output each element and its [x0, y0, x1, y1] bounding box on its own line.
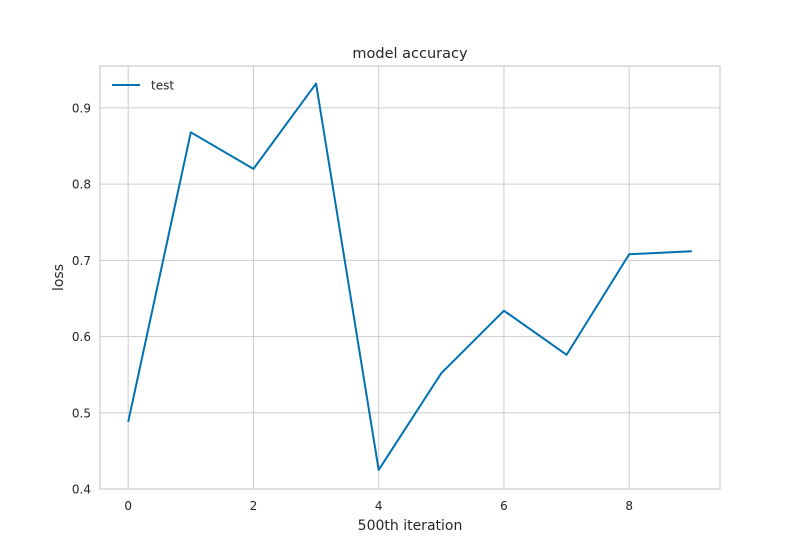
y-axis-label: loss [51, 264, 67, 291]
legend: test [112, 79, 174, 93]
plot-frame [99, 65, 721, 490]
legend-label-test: test [151, 79, 174, 93]
tick-labels: 0 2 4 6 8 0.4 0.5 0.6 0.7 0.8 0.9 [72, 101, 633, 513]
y-tick-label: 0.7 [72, 254, 91, 268]
grid [100, 66, 720, 490]
chart-title: model accuracy [352, 46, 468, 62]
y-tick-label: 0.4 [72, 483, 91, 497]
y-tick-label: 0.8 [72, 178, 91, 192]
x-tick-label: 6 [500, 499, 508, 513]
x-tick-label: 4 [375, 499, 383, 513]
plot-area [100, 66, 720, 489]
x-tick-label: 2 [250, 499, 258, 513]
series-layer [127, 82, 692, 471]
y-tick-label: 0.6 [72, 330, 91, 344]
x-tick-label: 0 [124, 499, 132, 513]
x-tick-label: 8 [625, 499, 633, 513]
x-axis-label: 500th iteration [358, 518, 463, 534]
series-line-test [127, 82, 692, 471]
y-tick-label: 0.5 [72, 406, 91, 420]
y-tick-label: 0.9 [72, 101, 91, 115]
